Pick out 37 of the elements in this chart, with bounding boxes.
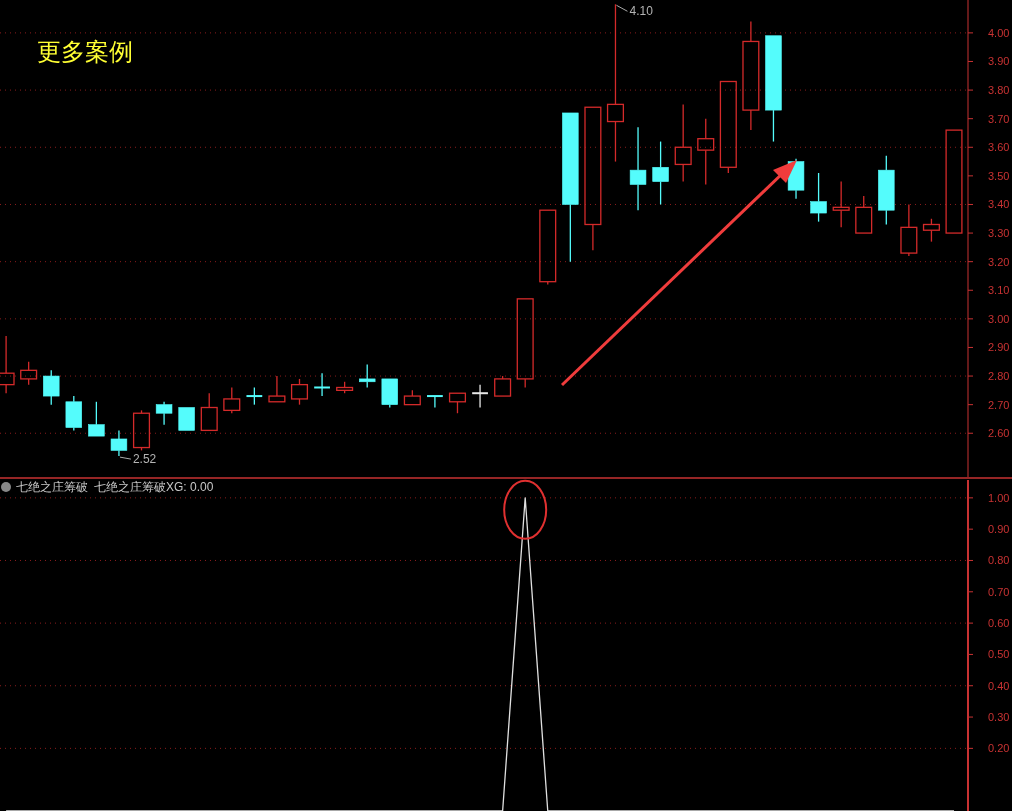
y-tick-label: 3.70	[988, 112, 1010, 125]
y-tick-label: 3.10	[988, 284, 1010, 297]
y-tick-label: 3.80	[988, 84, 1010, 97]
chart-subtitle: 七绝之庄筹破XG: 0.00	[94, 480, 214, 494]
candlestick	[471, 383, 489, 409]
y-tick-label: 2.70	[988, 398, 1010, 411]
y-tick-label: 1.00	[988, 491, 1010, 504]
y-tick-label: 0.40	[988, 679, 1010, 692]
y-tick-label: 0.60	[988, 617, 1010, 630]
y-tick-label: 2.60	[988, 427, 1010, 440]
y-tick-label: 3.40	[988, 198, 1010, 211]
y-tick-label: 0.70	[988, 585, 1010, 598]
y-tick-label: 0.90	[988, 523, 1010, 536]
y-tick-label: 3.20	[988, 255, 1010, 268]
y-tick-label: 0.80	[988, 554, 1010, 567]
candlestick	[900, 203, 918, 257]
candlestick	[742, 20, 760, 131]
y-tick-label: 3.00	[988, 312, 1010, 325]
y-tick-label: 3.50	[988, 169, 1010, 182]
annotation: 2.52	[132, 452, 157, 467]
y-tick-label: 3.30	[988, 227, 1010, 240]
annotation: 4.10	[629, 4, 654, 19]
y-tick-label: 3.60	[988, 141, 1010, 154]
candlestick	[155, 401, 173, 426]
text: 更多案例	[37, 38, 133, 65]
y-tick-label: 2.90	[988, 341, 1010, 354]
y-tick-label: 2.80	[988, 370, 1010, 383]
y-tick-label: 4.00	[988, 26, 1010, 39]
candlestick	[652, 140, 669, 206]
candlestick	[313, 372, 331, 397]
chart-title: 七绝之庄筹破	[16, 480, 88, 494]
candlestick	[697, 118, 715, 186]
y-tick-label: 0.30	[988, 711, 1010, 724]
y-tick-label: 0.50	[988, 648, 1010, 661]
y-tick-label: 0.20	[988, 742, 1010, 755]
candlestick	[629, 126, 647, 211]
y-tick-label: 3.90	[988, 55, 1010, 68]
